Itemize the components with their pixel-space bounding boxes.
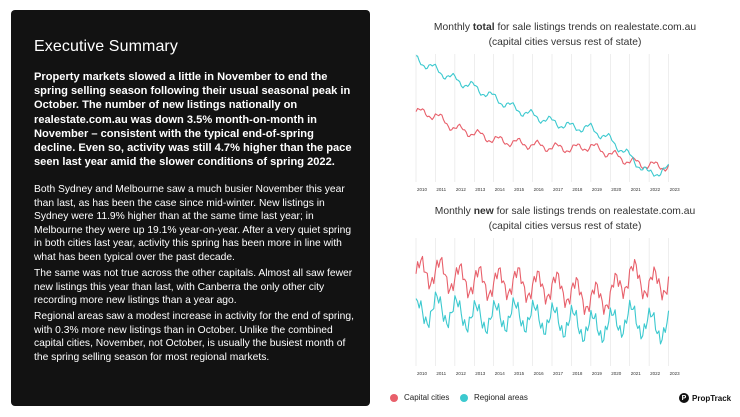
executive-summary-panel: Executive Summary Property markets slowe… [11, 10, 370, 406]
x-tick-label: 2016 [534, 371, 545, 376]
x-tick-label: 2014 [495, 187, 506, 192]
x-tick-label: 2018 [572, 371, 583, 376]
summary-paragraph-other-capitals: The same was not true across the other c… [34, 268, 353, 307]
x-tick-label: 2010 [417, 187, 428, 192]
x-tick-label: 2019 [592, 371, 603, 376]
proptrack-logo-icon: P [679, 393, 689, 403]
x-tick-label: 2018 [572, 187, 583, 192]
x-tick-label: 2011 [436, 187, 446, 192]
x-tick-label: 2015 [514, 187, 525, 192]
x-tick-label: 2014 [495, 371, 506, 376]
summary-lead-paragraph: Property markets slowed a little in Nove… [34, 71, 352, 169]
series-line-regional-areas [415, 291, 670, 345]
x-tick-label: 2017 [553, 187, 564, 192]
proptrack-brand-name: PropTrack [692, 393, 732, 403]
chart-total-title: Monthly total for sale listings trends o… [400, 20, 730, 50]
x-tick-label: 2012 [456, 187, 467, 192]
series-line-capital-cities [415, 107, 670, 172]
x-tick-label: 2020 [611, 371, 622, 376]
x-tick-label: 2023 [670, 187, 681, 192]
series-line-regional-areas [415, 55, 670, 177]
legend-dot-capital [390, 393, 398, 402]
legend-label-capital: Capital cities [404, 393, 450, 402]
x-tick-label: 2016 [534, 187, 545, 192]
chart-total-subtitle: (capital cities versus rest of state) [488, 37, 642, 48]
legend-dot-regional [460, 393, 468, 402]
x-tick-label: 2017 [553, 371, 564, 376]
legend-regional-areas: Regional areas [460, 393, 528, 402]
x-tick-label: 2013 [475, 187, 486, 192]
chart-new-title: Monthly new for sale listings trends on … [400, 204, 730, 234]
x-tick-label: 2020 [611, 187, 622, 192]
chart-new-subtitle: (capital cities versus rest of state) [488, 221, 642, 232]
summary-paragraph-regional: Regional areas saw a modest increase in … [34, 311, 354, 363]
x-tick-label: 2012 [456, 371, 467, 376]
summary-paragraph-sydney-melbourne: Both Sydney and Melbourne saw a much bus… [34, 184, 352, 263]
x-tick-label: 2021 [631, 371, 642, 376]
chart-new-listings: 2010 2011 2012 2013 2014 2015 2016 2017 2018 2019… [415, 238, 681, 376]
legend-capital-cities: Capital cities [390, 393, 449, 402]
x-tick-label: 2019 [592, 187, 603, 192]
summary-title: Executive Summary [34, 38, 178, 55]
x-tick-label: 2015 [514, 371, 525, 376]
proptrack-logo: P PropTrack [679, 393, 731, 403]
x-tick-label: 2022 [650, 371, 661, 376]
x-tick-label: 2023 [670, 371, 681, 376]
x-tick-label: 2021 [631, 187, 642, 192]
chart-total-listings: 2010 2011 2012 2013 2014 2015 2016 2017 2018 2019… [415, 54, 681, 192]
series-line-capital-cities [415, 255, 670, 315]
legend-label-regional: Regional areas [474, 393, 528, 402]
x-tick-label: 2011 [436, 371, 446, 376]
x-tick-label: 2022 [650, 187, 661, 192]
x-tick-label: 2013 [475, 371, 486, 376]
x-tick-label: 2010 [417, 371, 428, 376]
